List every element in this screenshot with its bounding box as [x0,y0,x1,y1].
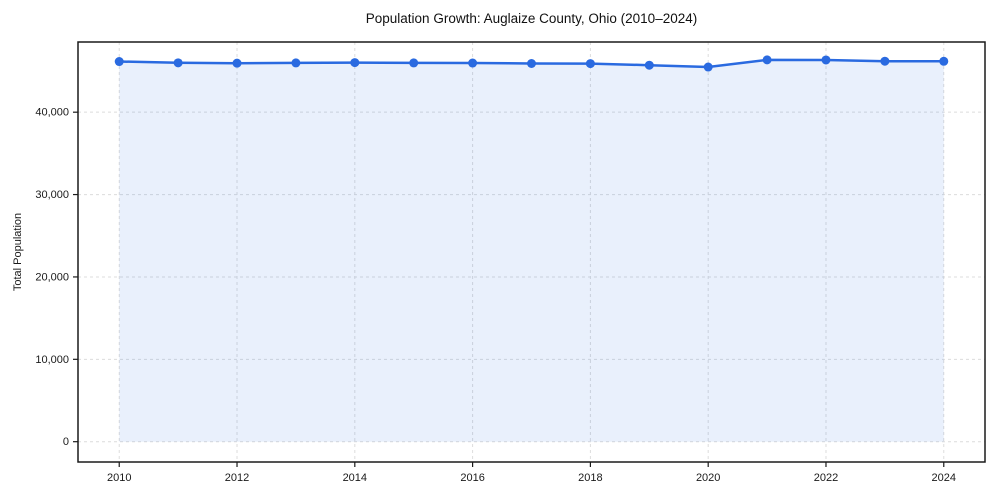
x-tick-label: 2018 [578,472,602,484]
data-point-2019 [644,60,654,70]
y-tick-label: 0 [63,436,69,448]
x-tick-label: 2016 [460,472,484,484]
data-point-2013 [291,58,301,68]
data-point-2020 [703,62,713,72]
data-point-2012 [232,58,242,68]
data-point-2022 [821,55,831,65]
data-point-2010 [114,57,124,67]
x-tick-label: 2022 [814,472,838,484]
data-point-2024 [939,56,949,66]
x-tick-label: 2020 [696,472,720,484]
area-fill [119,59,944,442]
data-point-2011 [173,58,183,68]
x-tick-label: 2014 [343,472,367,484]
data-point-2014 [350,58,360,68]
data-point-2015 [409,58,419,68]
data-point-2018 [585,59,595,69]
x-tick-label: 2010 [107,472,131,484]
y-tick-label: 40,000 [35,107,69,119]
x-tick-label: 2024 [932,472,956,484]
y-tick-label: 10,000 [35,354,69,366]
data-point-2023 [880,56,890,66]
x-tick-label: 2012 [225,472,249,484]
y-tick-label: 30,000 [35,189,69,201]
data-point-2021 [762,55,772,65]
y-tick-label: 20,000 [35,271,69,283]
data-point-2016 [468,58,478,68]
chart-title: Population Growth: Auglaize County, Ohio… [365,11,698,26]
plot-border [77,41,986,463]
data-point-2017 [527,59,536,69]
